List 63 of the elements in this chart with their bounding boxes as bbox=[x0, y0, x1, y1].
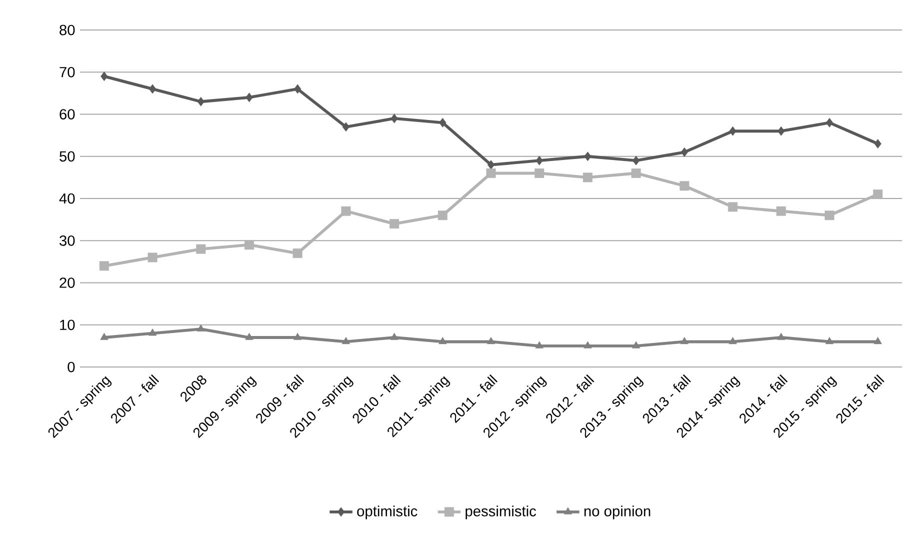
point bbox=[874, 138, 882, 148]
point bbox=[293, 332, 302, 340]
point bbox=[584, 152, 592, 162]
point bbox=[390, 219, 400, 229]
point bbox=[874, 336, 882, 344]
y-tick-label: 50 bbox=[60, 151, 75, 162]
point bbox=[582, 172, 592, 182]
point bbox=[390, 332, 398, 340]
point bbox=[680, 147, 688, 157]
point bbox=[438, 210, 448, 220]
point bbox=[824, 210, 834, 220]
point bbox=[536, 156, 543, 166]
y-tick-label: 80 bbox=[60, 24, 75, 36]
point bbox=[438, 336, 447, 344]
point bbox=[584, 341, 592, 348]
point bbox=[439, 118, 446, 128]
point bbox=[873, 190, 883, 200]
y-tick-label: 20 bbox=[60, 278, 75, 288]
point bbox=[197, 96, 204, 106]
point bbox=[826, 118, 834, 128]
point bbox=[100, 332, 108, 340]
point bbox=[534, 168, 544, 178]
legend-label: no opinion bbox=[584, 506, 650, 520]
legend-label: optimistic bbox=[357, 506, 418, 520]
y-tick-label: 0 bbox=[68, 362, 75, 372]
y-tick-label: 70 bbox=[60, 66, 75, 78]
point bbox=[535, 341, 544, 348]
point bbox=[728, 336, 737, 344]
point bbox=[196, 324, 206, 332]
point bbox=[292, 248, 302, 258]
point bbox=[148, 252, 158, 262]
point bbox=[680, 336, 689, 344]
point bbox=[148, 84, 156, 94]
point bbox=[99, 261, 109, 271]
point bbox=[245, 332, 254, 340]
point bbox=[778, 126, 785, 136]
point bbox=[680, 181, 690, 191]
point bbox=[487, 160, 495, 170]
y-tick-label: 60 bbox=[60, 109, 75, 120]
legend-label: pessimistic bbox=[466, 506, 536, 520]
point bbox=[729, 126, 736, 136]
point bbox=[777, 332, 786, 340]
y-tick-label: 10 bbox=[60, 320, 75, 330]
point bbox=[776, 206, 786, 216]
point bbox=[196, 244, 206, 254]
point bbox=[244, 240, 254, 250]
point bbox=[486, 168, 496, 178]
point bbox=[342, 122, 350, 132]
point bbox=[825, 336, 834, 344]
point bbox=[632, 156, 640, 166]
point bbox=[631, 168, 641, 178]
point bbox=[342, 336, 350, 344]
point bbox=[148, 328, 157, 336]
point bbox=[390, 114, 398, 124]
point bbox=[100, 72, 108, 82]
point bbox=[728, 202, 738, 212]
y-tick-label: 30 bbox=[60, 235, 75, 246]
point bbox=[246, 92, 253, 102]
point bbox=[341, 206, 351, 216]
point bbox=[486, 336, 496, 344]
point bbox=[294, 84, 302, 94]
point bbox=[632, 341, 640, 348]
y-tick-label: 40 bbox=[59, 193, 75, 204]
